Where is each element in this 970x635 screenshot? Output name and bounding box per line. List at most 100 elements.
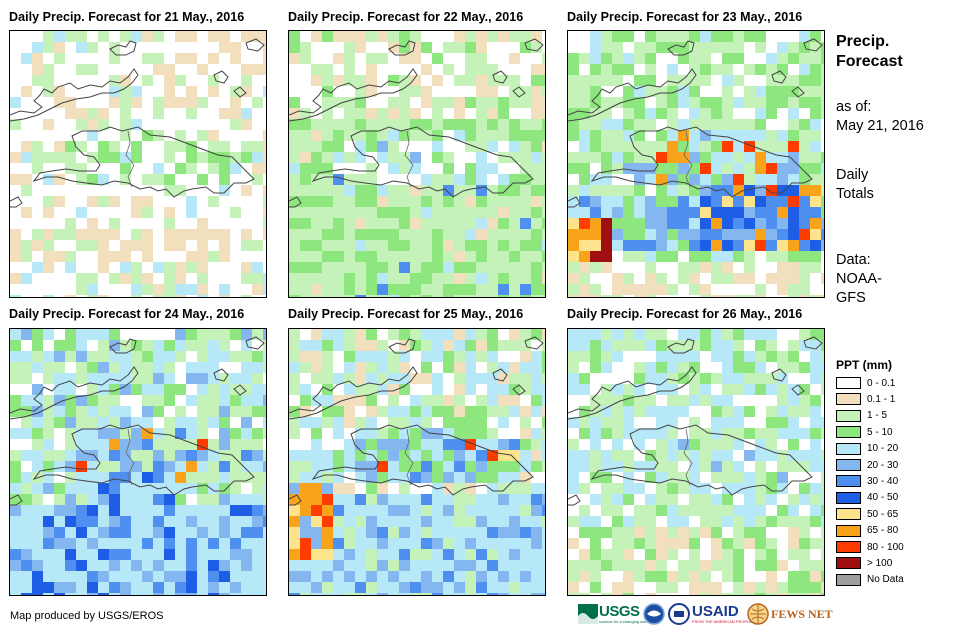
precip-cell xyxy=(344,461,355,472)
precip-cell xyxy=(531,516,542,527)
precip-cell xyxy=(612,53,623,64)
coastline xyxy=(109,338,137,354)
precip-cell xyxy=(656,97,667,108)
precip-cell xyxy=(344,97,355,108)
precip-cell xyxy=(311,373,322,384)
precip-cell xyxy=(98,329,109,340)
precip-cell xyxy=(601,549,612,560)
precip-cell xyxy=(322,571,333,582)
usaid-seal-icon xyxy=(668,603,690,625)
precip-cell xyxy=(509,450,520,461)
precip-cell xyxy=(322,218,333,229)
precip-cell xyxy=(355,384,366,395)
precip-cell xyxy=(263,472,266,483)
coastline xyxy=(289,196,302,208)
precip-cell xyxy=(755,494,766,505)
precip-cell xyxy=(388,295,399,297)
precip-cell xyxy=(410,31,421,42)
precip-cell xyxy=(21,527,32,538)
precip-cell xyxy=(799,329,810,340)
precip-cell xyxy=(777,395,788,406)
precip-cell xyxy=(65,560,76,571)
precip-cell xyxy=(230,406,241,417)
precip-cell xyxy=(333,130,344,141)
precip-cell xyxy=(421,362,432,373)
precip-cell xyxy=(531,505,542,516)
precip-cell xyxy=(623,516,634,527)
precip-cell xyxy=(509,406,520,417)
as-of-text: as of: May 21, 2016 xyxy=(836,98,924,136)
precip-cell xyxy=(175,384,186,395)
precip-cell xyxy=(131,593,142,595)
precip-cell xyxy=(131,560,142,571)
precip-cell xyxy=(164,582,175,593)
precip-cell xyxy=(410,549,421,560)
precip-cell xyxy=(120,362,131,373)
precip-cell xyxy=(388,439,399,450)
precip-cell xyxy=(777,53,788,64)
precip-cell xyxy=(300,273,311,284)
precip-cell xyxy=(465,461,476,472)
precip-cell xyxy=(454,240,465,251)
precip-cell xyxy=(333,516,344,527)
precip-cell xyxy=(454,207,465,218)
precip-cell xyxy=(498,395,509,406)
precip-cell xyxy=(755,593,766,595)
precip-cell xyxy=(476,174,487,185)
precip-cell xyxy=(333,218,344,229)
precip-cell xyxy=(498,273,509,284)
precip-cell xyxy=(289,527,300,538)
precip-cell xyxy=(355,75,366,86)
precip-cell xyxy=(700,571,711,582)
precip-cell xyxy=(131,472,142,483)
precip-cell xyxy=(454,549,465,560)
precip-cell xyxy=(32,571,43,582)
precip-cell xyxy=(289,582,300,593)
precip-cell xyxy=(678,395,689,406)
precip-cell xyxy=(10,240,21,251)
precip-cell xyxy=(656,362,667,373)
precip-cell xyxy=(263,273,266,284)
precip-cell xyxy=(120,527,131,538)
precip-cell xyxy=(579,130,590,141)
precip-cell xyxy=(821,428,824,439)
precip-cell xyxy=(568,362,579,373)
precip-cell xyxy=(700,174,711,185)
precip-cell xyxy=(43,406,54,417)
precip-cell xyxy=(322,483,333,494)
precip-cell xyxy=(120,119,131,130)
precip-cell xyxy=(164,240,175,251)
precip-cell xyxy=(520,284,531,295)
precip-cell xyxy=(186,472,197,483)
precip-cell xyxy=(579,340,590,351)
legend-item: 0.1 - 1 xyxy=(836,392,895,406)
precip-cell xyxy=(678,472,689,483)
precip-cell xyxy=(109,362,120,373)
precip-cell xyxy=(377,53,388,64)
precip-cell xyxy=(810,218,821,229)
precip-cell xyxy=(766,130,777,141)
precip-cell xyxy=(399,505,410,516)
precip-cell xyxy=(289,141,300,152)
precip-cell xyxy=(399,428,410,439)
precip-cell xyxy=(590,251,601,262)
precip-cell xyxy=(153,549,164,560)
precip-cell xyxy=(366,229,377,240)
precip-cell xyxy=(766,494,777,505)
precip-cell xyxy=(43,560,54,571)
precip-cell xyxy=(531,262,542,273)
precip-cell xyxy=(76,351,87,362)
precip-cell xyxy=(487,196,498,207)
precip-cell xyxy=(355,218,366,229)
precip-cell xyxy=(799,450,810,461)
precip-cell xyxy=(120,505,131,516)
precip-cell xyxy=(43,582,54,593)
precip-cell xyxy=(465,417,476,428)
precip-cell xyxy=(568,152,579,163)
precip-cell xyxy=(377,284,388,295)
precip-cell xyxy=(54,593,65,595)
precip-cell xyxy=(656,229,667,240)
precip-cell xyxy=(366,450,377,461)
precip-cell xyxy=(241,593,252,595)
precip-cell xyxy=(700,428,711,439)
